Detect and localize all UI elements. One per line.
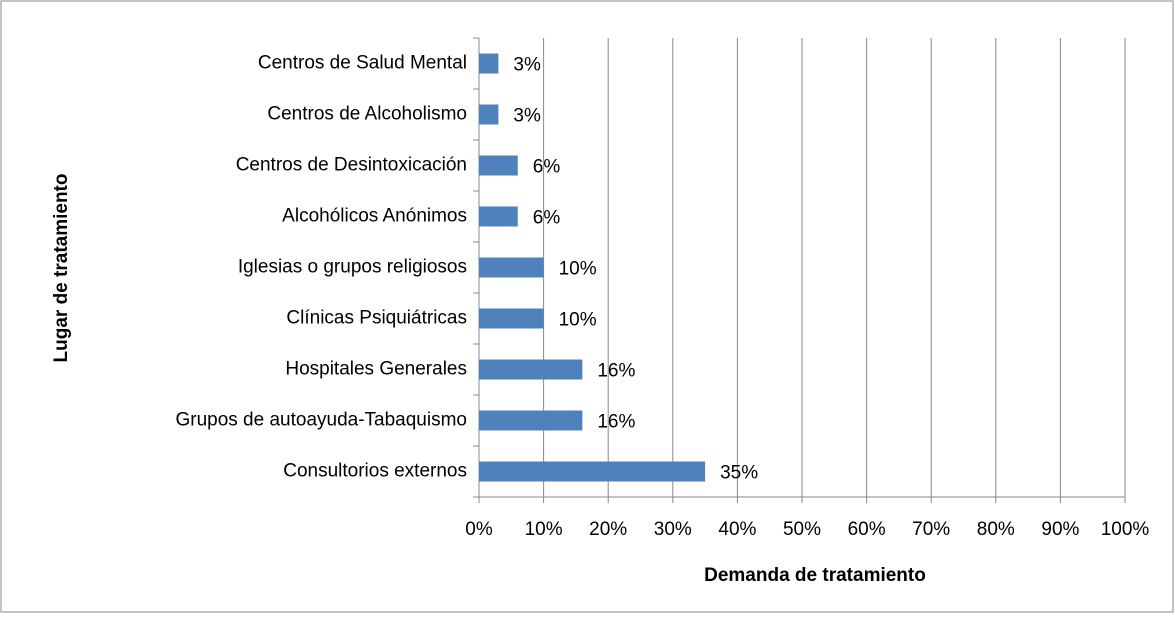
data-label: 3% xyxy=(513,55,541,76)
bar xyxy=(479,308,544,329)
y-tick-label: Centros de Alcoholismo xyxy=(267,104,467,125)
y-tick-label: Alcohólicos Anónimos xyxy=(282,206,467,227)
data-label: 10% xyxy=(559,259,597,280)
bar xyxy=(479,104,499,125)
y-tick-label: Centros de Salud Mental xyxy=(258,53,467,74)
data-label: 3% xyxy=(513,106,541,127)
bar xyxy=(479,206,518,227)
data-label: 10% xyxy=(559,310,597,331)
data-label: 6% xyxy=(533,208,561,229)
x-tick-label: 40% xyxy=(718,519,756,540)
bar xyxy=(479,155,518,176)
y-tick-label: Hospitales Generales xyxy=(285,359,467,380)
x-tick-label: 20% xyxy=(589,519,627,540)
x-tick-label: 30% xyxy=(654,519,692,540)
x-tick-label: 100% xyxy=(1101,519,1150,540)
bar xyxy=(479,410,583,431)
x-tick-label: 0% xyxy=(465,519,493,540)
x-tick-label: 70% xyxy=(912,519,950,540)
data-label: 6% xyxy=(533,157,561,178)
y-tick-label: Clínicas Psiquiátricas xyxy=(286,308,467,329)
bar xyxy=(479,53,499,74)
data-label: 16% xyxy=(597,412,635,433)
data-label: 35% xyxy=(720,463,758,484)
y-axis-title: Lugar de tratamiento xyxy=(51,174,72,363)
data-label: 16% xyxy=(597,361,635,382)
y-tick-label: Grupos de autoayuda-Tabaquismo xyxy=(175,410,467,431)
x-tick-label: 10% xyxy=(525,519,563,540)
x-tick-label: 80% xyxy=(977,519,1015,540)
y-tick-label: Iglesias o grupos religiosos xyxy=(238,257,467,278)
x-axis-title: Demanda de tratamiento xyxy=(704,565,926,586)
x-tick-label: 90% xyxy=(1041,519,1079,540)
x-tick-label: 50% xyxy=(783,519,821,540)
y-tick-label: Consultorios externos xyxy=(283,461,467,482)
bar xyxy=(479,461,706,482)
bar xyxy=(479,257,544,278)
y-tick-label: Centros de Desintoxicación xyxy=(236,155,467,176)
bar xyxy=(479,359,583,380)
x-tick-label: 60% xyxy=(848,519,886,540)
